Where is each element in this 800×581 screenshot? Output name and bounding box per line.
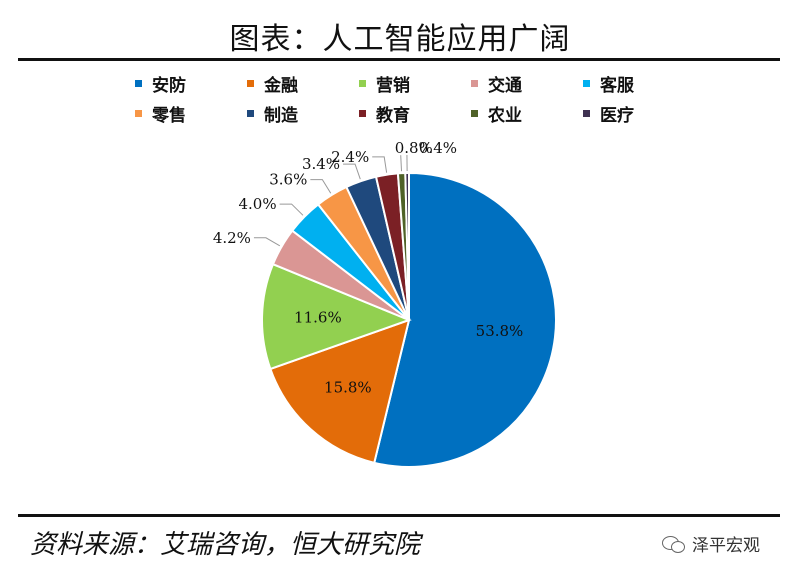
watermark-text: 泽平宏观 [692, 536, 760, 556]
legend-swatch [247, 79, 254, 87]
legend-item: 制造 [247, 102, 359, 126]
pie-slice [269, 318, 411, 465]
data-label: 3.6% [269, 171, 307, 189]
data-label: 15.8% [324, 379, 372, 397]
chart-title: 图表：人工智能应用广阔 [229, 22, 571, 57]
legend-item: 客服 [583, 72, 695, 96]
legend-item: 教育 [359, 102, 471, 126]
legend-label: 零售 [152, 105, 186, 126]
legend-item: 营销 [359, 72, 471, 96]
legend-swatch [583, 109, 590, 117]
legend-swatch [471, 109, 478, 117]
legend-label: 金融 [264, 75, 298, 96]
legend-swatch [359, 79, 366, 87]
legend-label: 教育 [376, 105, 410, 126]
data-label: 0.8% [395, 139, 433, 157]
wechat-icon [662, 534, 686, 554]
legend-label: 农业 [488, 105, 522, 126]
legend-swatch [135, 109, 142, 117]
legend-item: 安防 [135, 72, 247, 96]
source-note: 资料来源：艾瑞咨询，恒大研究院 [30, 530, 421, 560]
pie-slice [404, 171, 410, 321]
leader-line [253, 237, 281, 247]
legend-swatch [135, 79, 142, 87]
data-label: 4.2% [213, 229, 251, 247]
legend-label: 客服 [600, 75, 634, 96]
pie-slice [261, 262, 412, 371]
legend-label: 安防 [152, 75, 186, 96]
legend-label: 制造 [264, 105, 298, 126]
legend-label: 交通 [488, 75, 522, 96]
leader-line [372, 156, 388, 173]
legend: 安防 金融 营销 交通 客服零售 制造 教育 农业 医疗 [135, 72, 695, 126]
legend-item: 零售 [135, 102, 247, 126]
legend-swatch [583, 79, 590, 87]
legend-swatch [359, 109, 366, 117]
legend-item: 农业 [471, 102, 583, 126]
bottom-rule [18, 514, 780, 517]
legend-item: 交通 [471, 72, 583, 96]
legend-item: 医疗 [583, 102, 695, 126]
top-rule [18, 58, 780, 61]
pie-slice [373, 171, 557, 468]
data-label: 11.6% [294, 309, 342, 327]
data-label: 2.4% [331, 148, 369, 166]
leader-line [343, 163, 361, 180]
leader-line [279, 203, 304, 216]
data-label: 3.4% [302, 155, 340, 173]
watermark: 泽平宏观 [662, 531, 760, 556]
data-label: 4.0% [238, 195, 276, 213]
legend-swatch [247, 109, 254, 117]
data-label: 53.8% [476, 322, 524, 340]
leader-line [400, 155, 403, 172]
leader-line [310, 179, 332, 194]
data-label: 0.4% [419, 139, 457, 157]
legend-label: 医疗 [600, 105, 634, 126]
legend-label: 营销 [376, 75, 410, 96]
legend-item: 金融 [247, 72, 359, 96]
legend-swatch [471, 79, 478, 87]
